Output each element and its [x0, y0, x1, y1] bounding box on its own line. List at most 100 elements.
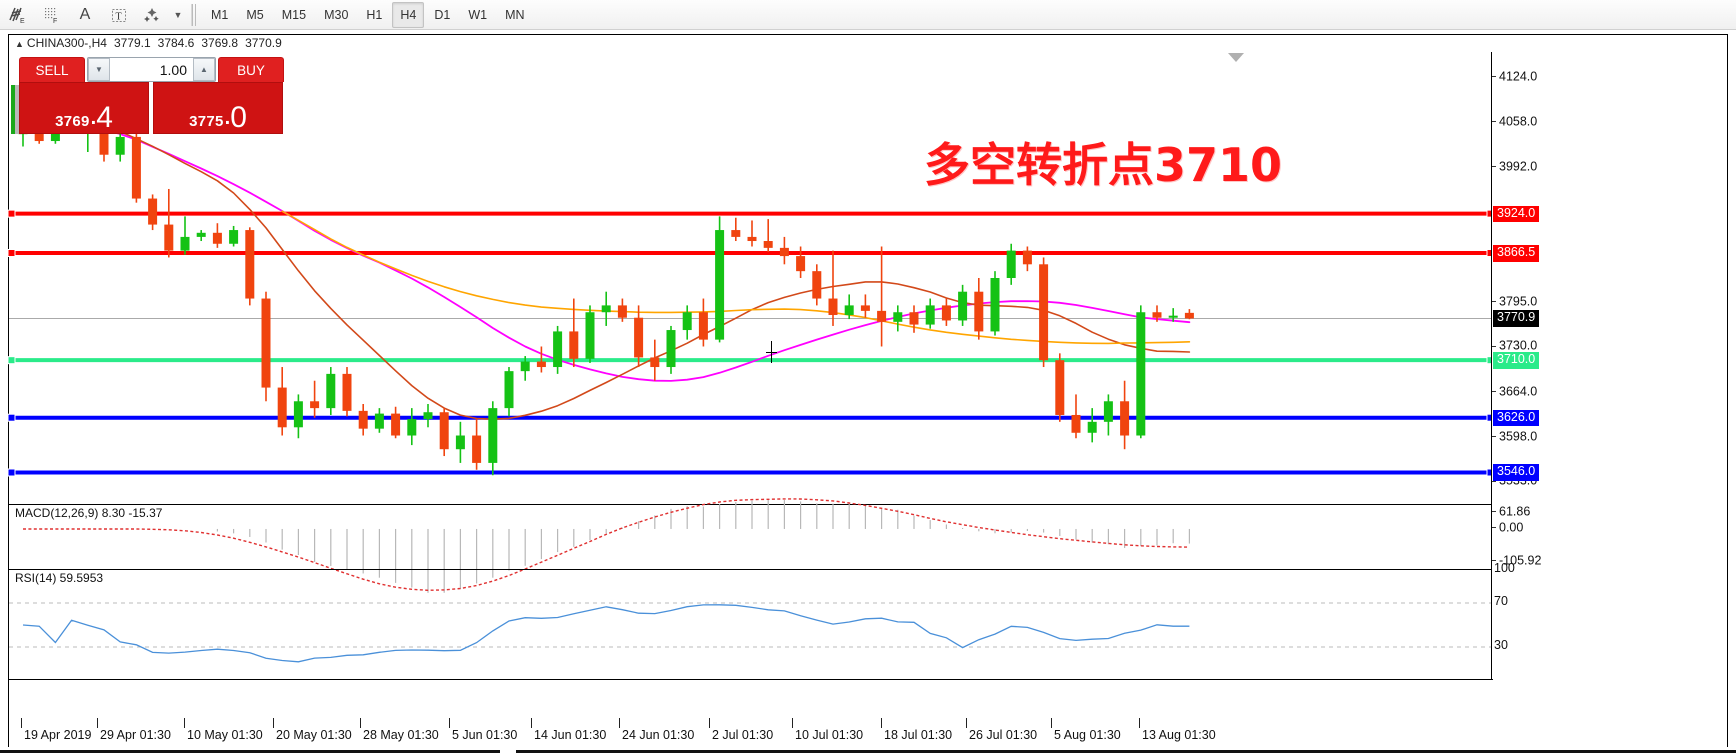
- price-tick: 3730.0: [1492, 339, 1537, 352]
- svg-text:E: E: [20, 18, 25, 25]
- symbol-ohlc-bar: ▲ CHINA300-,H4 3779.1 3784.6 3769.8 3770.9: [9, 35, 1727, 52]
- volume-decrease-icon[interactable]: ▼: [88, 58, 110, 81]
- time-label: 20 May 01:30: [276, 728, 352, 742]
- volume-increase-icon[interactable]: ▲: [193, 58, 215, 81]
- time-axis[interactable]: 19 Apr 2019 29 Apr 01:30 10 May 01:30 20 Ma…: [9, 679, 1493, 747]
- sell-tab-button[interactable]: SELL: [19, 57, 85, 82]
- buy-price-separator: .: [224, 107, 231, 129]
- timeframe-m30[interactable]: M30: [324, 7, 349, 22]
- time-label: 13 Aug 01:30: [1142, 728, 1216, 742]
- macd-pane[interactable]: MACD(12,26,9) 8.30 -15.37: [9, 498, 1493, 593]
- price-chart-canvas: [7, 102, 1495, 477]
- timeframe-group: M1 M5 M15 M30 H1 H4 D1 W1 MN: [203, 1, 535, 28]
- price-tick: 4124.0: [1492, 70, 1537, 83]
- text-box-icon[interactable]: T: [102, 1, 136, 29]
- time-tick: [966, 718, 967, 728]
- crosshair-grid-icon[interactable]: F: [34, 1, 68, 29]
- buy-tab-button[interactable]: BUY: [218, 57, 284, 82]
- time-label: 28 May 01:30: [363, 728, 439, 742]
- time-tick: [273, 718, 274, 728]
- rsi-tick: 30: [1494, 638, 1508, 653]
- price-tick: 4058.0: [1492, 115, 1537, 128]
- sell-price-fraction: 4: [96, 100, 113, 134]
- toolbar-separator: [191, 3, 198, 26]
- ohlc-low: 3769.8: [201, 36, 239, 50]
- buy-price-fraction: 0: [230, 100, 247, 134]
- macd-canvas: [23, 498, 1191, 593]
- timeframe-w1[interactable]: W1: [468, 7, 488, 22]
- rsi-canvas: [9, 602, 1493, 663]
- time-label: 5 Aug 01:30: [1054, 728, 1121, 742]
- time-label: 14 Jun 01:30: [534, 728, 607, 742]
- ohlc-high: 3784.6: [157, 36, 195, 50]
- time-tick: [881, 718, 882, 728]
- text-label-icon[interactable]: A: [79, 5, 91, 23]
- price-tag-3924-0[interactable]: 3924.0: [1493, 205, 1540, 223]
- buy-price-button[interactable]: 3775 . 0: [153, 82, 283, 134]
- sell-price-integer: 3769: [55, 113, 90, 130]
- price-tag-3546-0[interactable]: 3546.0: [1493, 464, 1540, 482]
- price-tag-3626-0[interactable]: 3626.0: [1493, 409, 1540, 427]
- objects-dropdown-icon[interactable]: ▼: [173, 9, 183, 20]
- timeframe-h4[interactable]: H4: [392, 1, 425, 28]
- time-label: 5 Jun 01:30: [452, 728, 518, 742]
- one-click-trading-panel[interactable]: SELL ▼ 1.00 ▲ BUY 3769 . 4 3775 . 0: [11, 57, 301, 134]
- time-label: 29 Apr 01:30: [100, 728, 171, 742]
- time-label: 10 May 01:30: [187, 728, 263, 742]
- time-tick: [531, 718, 532, 728]
- macd-tick: -105.92: [1492, 554, 1541, 567]
- time-tick: [792, 718, 793, 728]
- main-toolbar: E F A T ▼: [0, 0, 1736, 30]
- rsi-label: RSI(14) 59.5953: [15, 571, 104, 585]
- volume-stepper[interactable]: ▼ 1.00 ▲: [87, 57, 216, 82]
- rsi-tick: 70: [1494, 594, 1508, 609]
- volume-input[interactable]: 1.00: [159, 61, 187, 78]
- ohlc-close: 3770.9: [245, 36, 282, 50]
- taskbar-segment-left: [0, 750, 500, 753]
- time-tick: [1051, 718, 1052, 728]
- price-tick: 3795.0: [1492, 295, 1537, 308]
- time-tick: [709, 718, 710, 728]
- rsi-pane[interactable]: RSI(14) 59.5953: [9, 569, 1493, 679]
- taskbar-segment-right: [516, 750, 1736, 753]
- sell-price-button[interactable]: 3769 . 4: [19, 82, 149, 134]
- price-tag-3770-9[interactable]: 3770.9: [1493, 310, 1540, 328]
- objects-icon[interactable]: [136, 1, 170, 29]
- time-tick: [619, 718, 620, 728]
- macd-tick: 61.86: [1492, 505, 1530, 518]
- chart-annotation-text[interactable]: 多空转折点3710: [924, 138, 1283, 192]
- collapse-triangle-icon[interactable]: ▲: [15, 39, 24, 49]
- time-tick: [21, 718, 22, 728]
- time-tick: [184, 718, 185, 728]
- timeframe-mn[interactable]: MN: [505, 7, 525, 22]
- price-tick: 3598.0: [1492, 430, 1537, 443]
- time-label: 24 Jun 01:30: [622, 728, 695, 742]
- svg-text:F: F: [53, 18, 57, 25]
- rsi-tick: 100: [1494, 561, 1515, 576]
- timeframe-m1[interactable]: M1: [211, 7, 229, 22]
- price-tick: 3992.0: [1492, 160, 1537, 173]
- svg-text:T: T: [116, 11, 122, 22]
- timeframe-m5[interactable]: M5: [246, 7, 264, 22]
- timeframe-d1[interactable]: D1: [434, 7, 451, 22]
- trade-panel-gray-bar: [15, 85, 19, 134]
- sell-price-separator: .: [90, 107, 97, 129]
- time-label: 18 Jul 01:30: [884, 728, 953, 742]
- time-tick: [1139, 718, 1140, 728]
- chart-window[interactable]: ▲ CHINA300-,H4 3779.1 3784.6 3769.8 3770.9 MA…: [7, 34, 1728, 748]
- time-label: 2 Jul 01:30: [712, 728, 774, 742]
- trade-panel-green-bar: [11, 85, 15, 134]
- timeframe-m15[interactable]: M15: [281, 7, 307, 22]
- indicators-icon[interactable]: E: [0, 1, 34, 29]
- price-tag-3866-5[interactable]: 3866.5: [1493, 245, 1540, 262]
- chart-shift-marker-icon[interactable]: [1228, 53, 1244, 62]
- price-scale[interactable]: 4124.0 4058.0 3992.0 3795.0 3730.0 3664.0 3598…: [1491, 52, 1727, 679]
- time-label: 10 Jul 01:30: [795, 728, 864, 742]
- macd-label: MACD(12,26,9) 8.30 -15.37: [15, 506, 163, 520]
- time-tick: [360, 718, 361, 728]
- price-pane[interactable]: [7, 52, 1495, 504]
- taskbar-strip: [0, 747, 1736, 753]
- time-label: 26 Jul 01:30: [969, 728, 1038, 742]
- timeframe-h1[interactable]: H1: [366, 7, 383, 22]
- price-tag-3710-0[interactable]: 3710.0: [1493, 352, 1540, 369]
